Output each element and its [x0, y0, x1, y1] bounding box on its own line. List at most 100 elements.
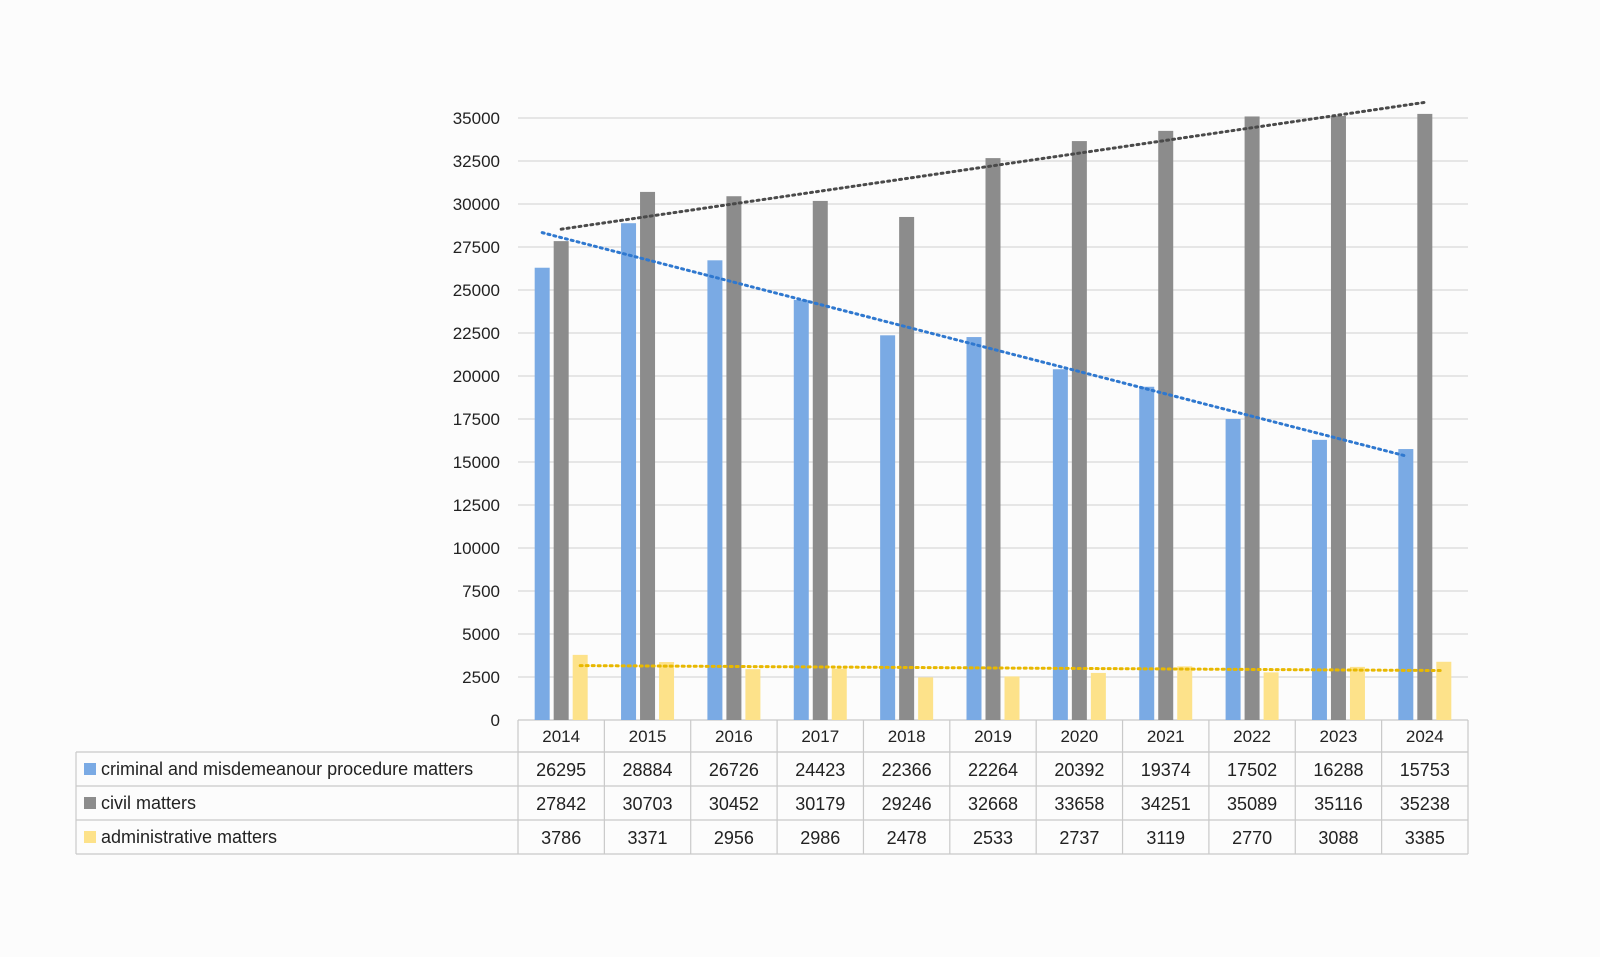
bar — [899, 216, 915, 720]
legend-label: administrative matters — [101, 827, 277, 847]
data-label: 17502 — [1227, 760, 1277, 780]
data-label: 30703 — [623, 794, 673, 814]
bar — [1349, 666, 1365, 720]
category-label: 2018 — [888, 727, 926, 746]
y-tick-label: 2500 — [462, 668, 500, 687]
bar — [812, 200, 828, 720]
data-label: 35116 — [1314, 794, 1363, 814]
bar — [1263, 672, 1279, 720]
legend-swatch — [84, 831, 96, 843]
bars — [534, 113, 1452, 721]
legend-label: civil matters — [101, 793, 196, 813]
y-tick-label: 12500 — [453, 496, 500, 515]
category-label: 2016 — [715, 727, 753, 746]
bar — [1004, 676, 1020, 720]
data-label: 2956 — [714, 828, 754, 848]
y-tick-label: 0 — [491, 711, 500, 730]
category-label: 2024 — [1406, 727, 1444, 746]
data-label: 16288 — [1313, 760, 1363, 780]
bar — [1090, 672, 1106, 720]
data-label: 27842 — [536, 794, 586, 814]
category-label: 2015 — [629, 727, 667, 746]
category-label: 2019 — [974, 727, 1012, 746]
bar — [831, 668, 847, 720]
bar — [1225, 418, 1241, 720]
bar — [1158, 130, 1174, 720]
y-tick-label: 30000 — [453, 195, 500, 214]
trendline — [559, 100, 1427, 231]
data-label: 2478 — [887, 828, 927, 848]
data-label: 2770 — [1232, 828, 1272, 848]
bar — [1052, 369, 1068, 720]
bar — [1398, 449, 1414, 720]
data-label: 22264 — [968, 760, 1018, 780]
data-label: 19374 — [1141, 760, 1191, 780]
bar — [726, 196, 742, 721]
data-label: 26726 — [709, 760, 759, 780]
category-label: 2023 — [1320, 727, 1358, 746]
category-label: 2017 — [801, 727, 839, 746]
data-label: 3786 — [541, 828, 581, 848]
y-tick-label: 10000 — [453, 539, 500, 558]
y-tick-label: 17500 — [453, 410, 500, 429]
y-tick-label: 15000 — [453, 453, 500, 472]
y-axis-ticks: 0 2500 5000 7500 10000 12500 15000 17500 20000 22… — [453, 109, 500, 730]
data-label: 33658 — [1054, 794, 1104, 814]
y-tick-label: 5000 — [462, 625, 500, 644]
bar — [621, 223, 637, 721]
data-label: 24423 — [795, 760, 845, 780]
category-label: 2022 — [1233, 727, 1271, 746]
bar — [880, 335, 896, 720]
data-label: 3119 — [1146, 828, 1185, 848]
y-tick-label: 7500 — [462, 582, 500, 601]
y-tick-label: 20000 — [453, 367, 500, 386]
data-label: 30179 — [795, 794, 845, 814]
data-label: 2986 — [800, 828, 840, 848]
data-label: 3385 — [1405, 828, 1445, 848]
y-tick-label: 22500 — [453, 324, 500, 343]
bar — [1071, 141, 1087, 720]
bar — [1330, 116, 1346, 720]
trendline — [540, 231, 1408, 458]
trendline — [578, 664, 1446, 673]
data-label: 26295 — [536, 760, 586, 780]
bar — [793, 299, 809, 720]
bar — [553, 241, 569, 720]
category-label: 2020 — [1060, 727, 1098, 746]
data-label: 3371 — [628, 828, 668, 848]
bar — [1436, 661, 1452, 720]
data-label: 29246 — [882, 794, 932, 814]
data-label: 32668 — [968, 794, 1018, 814]
data-label: 30452 — [709, 794, 759, 814]
bar — [745, 669, 761, 720]
y-tick-label: 25000 — [453, 281, 500, 300]
data-label: 20392 — [1054, 760, 1104, 780]
bar — [985, 158, 1001, 720]
data-label: 28884 — [623, 760, 673, 780]
data-table: 2014 2015 2016 2017 2018 2019 2020 2021 2022 2023… — [75, 720, 1469, 855]
y-tick-label: 27500 — [453, 238, 500, 257]
bar — [659, 662, 675, 720]
bar — [640, 191, 656, 721]
legend-swatch — [84, 797, 96, 809]
data-label: 15753 — [1400, 760, 1450, 780]
bar — [572, 654, 588, 720]
bar — [1417, 113, 1433, 721]
bar — [534, 267, 550, 720]
category-label: 2014 — [542, 727, 580, 746]
bar — [966, 337, 982, 720]
data-label: 35089 — [1227, 794, 1277, 814]
y-tick-label: 32500 — [453, 152, 500, 171]
category-label: 2021 — [1147, 727, 1185, 746]
trendlines — [540, 100, 1446, 673]
data-label: 2737 — [1059, 828, 1099, 848]
bar — [707, 260, 723, 720]
data-label: 3088 — [1318, 828, 1358, 848]
bar — [1244, 116, 1260, 721]
data-label: 22366 — [882, 760, 932, 780]
legend-swatch — [84, 763, 96, 775]
bar — [1139, 386, 1155, 720]
bar — [1177, 666, 1193, 720]
